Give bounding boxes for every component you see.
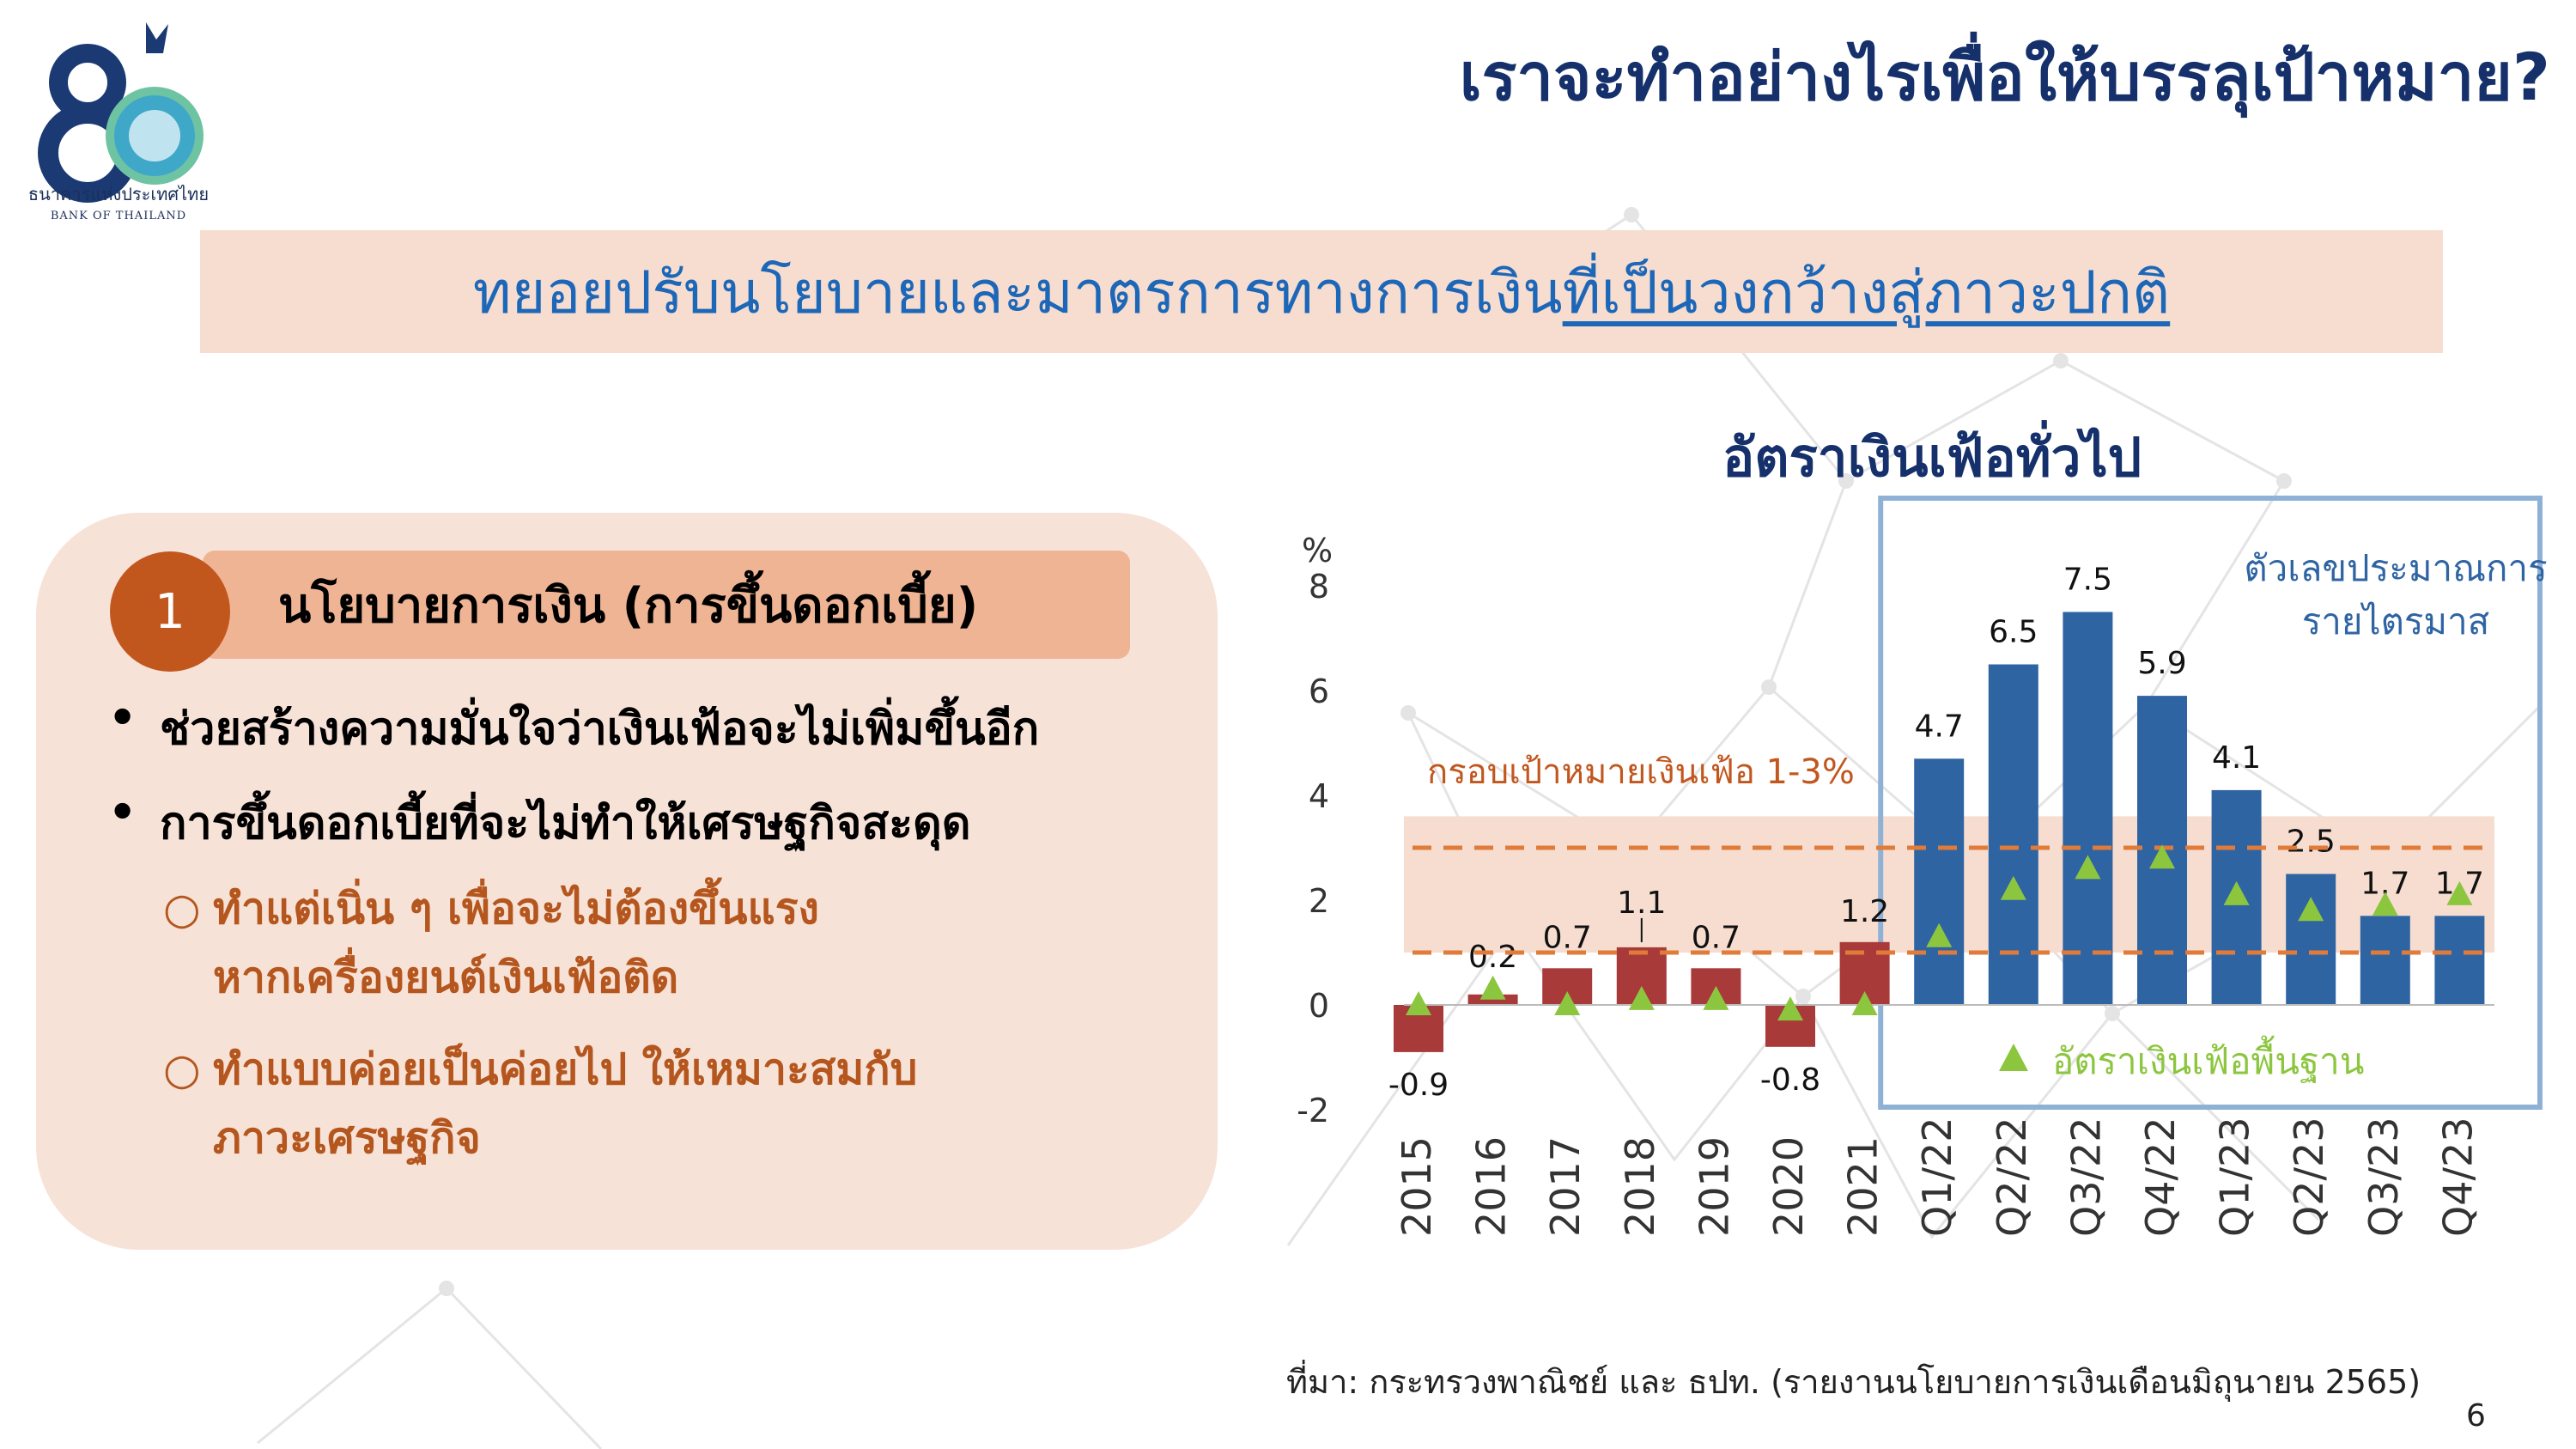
y-tick-label: -2 (1297, 1092, 1329, 1129)
banner-text-plain: ทยอยปรับนโยบายและมาตรการทางการเงิน (472, 259, 1563, 327)
banner-text: ทยอยปรับนโยบายและมาตรการทางการเงิน ที่เป็… (200, 230, 2443, 353)
bullet-text: ช่วยสร้างความมั่นใจว่าเงินเฟ้อจะไม่เพิ่ม… (160, 703, 1040, 755)
data-label-Q1/23: 4.1 (2212, 740, 2261, 776)
core-inflation-marker-2016 (1479, 975, 1506, 1000)
data-label-2021: 1.2 (1840, 894, 1889, 929)
data-label-Q2/22: 6.5 (1989, 615, 2038, 650)
x-tick-label: 2020 (1765, 1136, 1812, 1237)
x-tick-label: 2017 (1542, 1136, 1589, 1237)
core-inflation-marker-Q2/23 (2298, 897, 2324, 922)
x-tick-label: 2019 (1691, 1136, 1737, 1237)
banner (200, 230, 2443, 353)
y-tick-label: 2 (1309, 882, 1329, 920)
legend-core-inflation-icon (1999, 1044, 2028, 1071)
data-label-Q4/22: 5.9 (2137, 646, 2186, 681)
bar-Q3/23 (2360, 916, 2410, 1005)
banner-text-underlined: ที่เป็นวงกว้างสู่ภาวะปกติ (1562, 259, 2171, 327)
data-label-Q3/22: 7.5 (2063, 563, 2112, 598)
policy-number-badge: 1 (110, 551, 230, 672)
forecast-label-line-1: ตัวเลขประมาณการ (2244, 547, 2547, 589)
subbullet-circle: ○ (163, 884, 201, 934)
bullet-item-2: • การขึ้นดอกเบี้ยที่จะไม่ทำให้เศรษฐกิจสะ… (108, 787, 971, 858)
core-inflation-marker-2021 (1851, 991, 1878, 1015)
target-band-label: กรอบเป้าหมายเงินเฟ้อ 1-3% (1427, 752, 1855, 792)
data-label-2019: 0.7 (1692, 920, 1741, 955)
data-label-2015: -0.9 (1388, 1068, 1449, 1103)
y-tick-label: 6 (1309, 673, 1329, 710)
bar-Q1/22 (1914, 758, 1965, 1005)
page-number: 6 (2466, 1398, 2486, 1434)
x-tick-label: Q3/22 (2063, 1117, 2109, 1237)
x-tick-label: 2018 (1617, 1136, 1663, 1237)
core-inflation-marker-Q4/23 (2446, 880, 2473, 905)
subbullet-circle: ○ (163, 1044, 201, 1094)
core-inflation-marker-2019 (1703, 985, 1729, 1010)
x-tick-label: 2016 (1468, 1136, 1515, 1237)
core-inflation-marker-Q3/22 (2075, 855, 2101, 880)
y-axis-unit-label: % (1302, 532, 1333, 569)
core-inflation-marker-Q4/22 (2149, 844, 2175, 869)
data-label-2020: -0.8 (1760, 1062, 1820, 1098)
x-tick-label: Q3/23 (2360, 1117, 2407, 1237)
bar-Q2/22 (1988, 664, 2038, 1005)
bullet-dot: • (108, 692, 137, 744)
data-label-2016: 0.2 (1468, 940, 1517, 975)
bar-2016 (1467, 994, 1518, 1005)
x-tick-label: 2021 (1840, 1136, 1886, 1237)
x-tick-label: 2015 (1394, 1136, 1440, 1237)
x-tick-label: Q2/23 (2286, 1117, 2332, 1237)
data-label-2017: 0.7 (1543, 920, 1592, 955)
bank-of-thailand-80-logo (38, 22, 204, 203)
y-tick-label: 4 (1309, 777, 1329, 815)
bar-Q4/23 (2434, 916, 2485, 1005)
subbullet-line-1: ทำแบบค่อยเป็นค่อยไป ให้เหมาะสมกับ (213, 1044, 918, 1094)
data-label-2018: 1.1 (1617, 886, 1666, 921)
x-tick-label: Q4/22 (2137, 1117, 2184, 1237)
bullet-item-1: • ช่วยสร้างความมั่นใจว่าเงินเฟ้อจะไม่เพิ… (108, 692, 1040, 764)
bar-Q3/22 (2063, 612, 2113, 1005)
forecast-box (1878, 496, 2543, 1110)
core-inflation-marker-2018 (1628, 985, 1655, 1010)
core-inflation-marker-2020 (1777, 996, 1803, 1021)
y-tick-label: 0 (1309, 987, 1329, 1025)
page-title: เราจะทำอย่างไรเพื่อให้บรรลุเป้าหมาย? (1459, 39, 2550, 115)
subbullet-item-2: ○ ทำแบบค่อยเป็นค่อยไป ให้เหมาะสมกับ ภาวะ… (163, 1035, 918, 1172)
bullet-dot: • (108, 787, 137, 838)
forecast-label-line-2: รายไตรมาส (2302, 600, 2490, 642)
legend-core-inflation-label: อัตราเงินเฟ้อพื้นฐาน (2052, 1035, 2364, 1083)
core-inflation-marker-Q1/22 (1926, 922, 1953, 947)
chart-title: อัตราเงินเฟ้อทั่วไป (1722, 426, 2142, 489)
subbullet-line-1: ทำแต่เนิ่น ๆ เพื่อจะไม่ต้องขึ้นแรง (213, 884, 819, 934)
bullet-text: การขึ้นดอกเบี้ยที่จะไม่ทำให้เศรษฐกิจสะดุ… (160, 798, 971, 849)
data-label-Q2/23: 2.5 (2287, 825, 2336, 860)
subbullet-line-2: ภาวะเศรษฐกิจ (213, 1113, 481, 1163)
y-tick-label: 8 (1309, 568, 1329, 606)
core-inflation-marker-2015 (1406, 991, 1431, 1015)
logo-text-english: BANK OF THAILAND (50, 210, 187, 222)
policy-heading: นโยบายการเงิน (การขึ้นดอกเบี้ย) (203, 551, 1130, 659)
x-tick-label: Q4/23 (2434, 1117, 2481, 1237)
logo-text-thai: ธนาคารแห่งประเทศไทย (27, 184, 210, 204)
source-note: ที่มา: กระทรวงพาณิชย์ และ ธปท. (รายงานนโ… (1286, 1363, 2421, 1401)
x-tick-label: Q1/22 (1914, 1117, 1960, 1237)
x-tick-label: Q1/23 (2212, 1117, 2258, 1237)
core-inflation-marker-Q3/23 (2372, 892, 2398, 916)
subbullet-item-1: ○ ทำแต่เนิ่น ๆ เพื่อจะไม่ต้องขึ้นแรง หาก… (163, 874, 819, 1012)
core-inflation-marker-2017 (1554, 991, 1581, 1015)
core-inflation-marker-Q1/23 (2223, 880, 2250, 905)
x-tick-label: Q2/22 (1989, 1117, 2035, 1237)
core-inflation-marker-Q2/22 (2000, 875, 2026, 900)
data-label-Q1/22: 4.7 (1915, 709, 1964, 744)
bar-Q2/23 (2286, 874, 2336, 1005)
logo-caption: ธนาคารแห่งประเทศไทย BANK OF THAILAND (15, 180, 222, 222)
subbullet-line-2: หากเครื่องยนต์เงินเฟ้อติด (213, 953, 679, 1002)
